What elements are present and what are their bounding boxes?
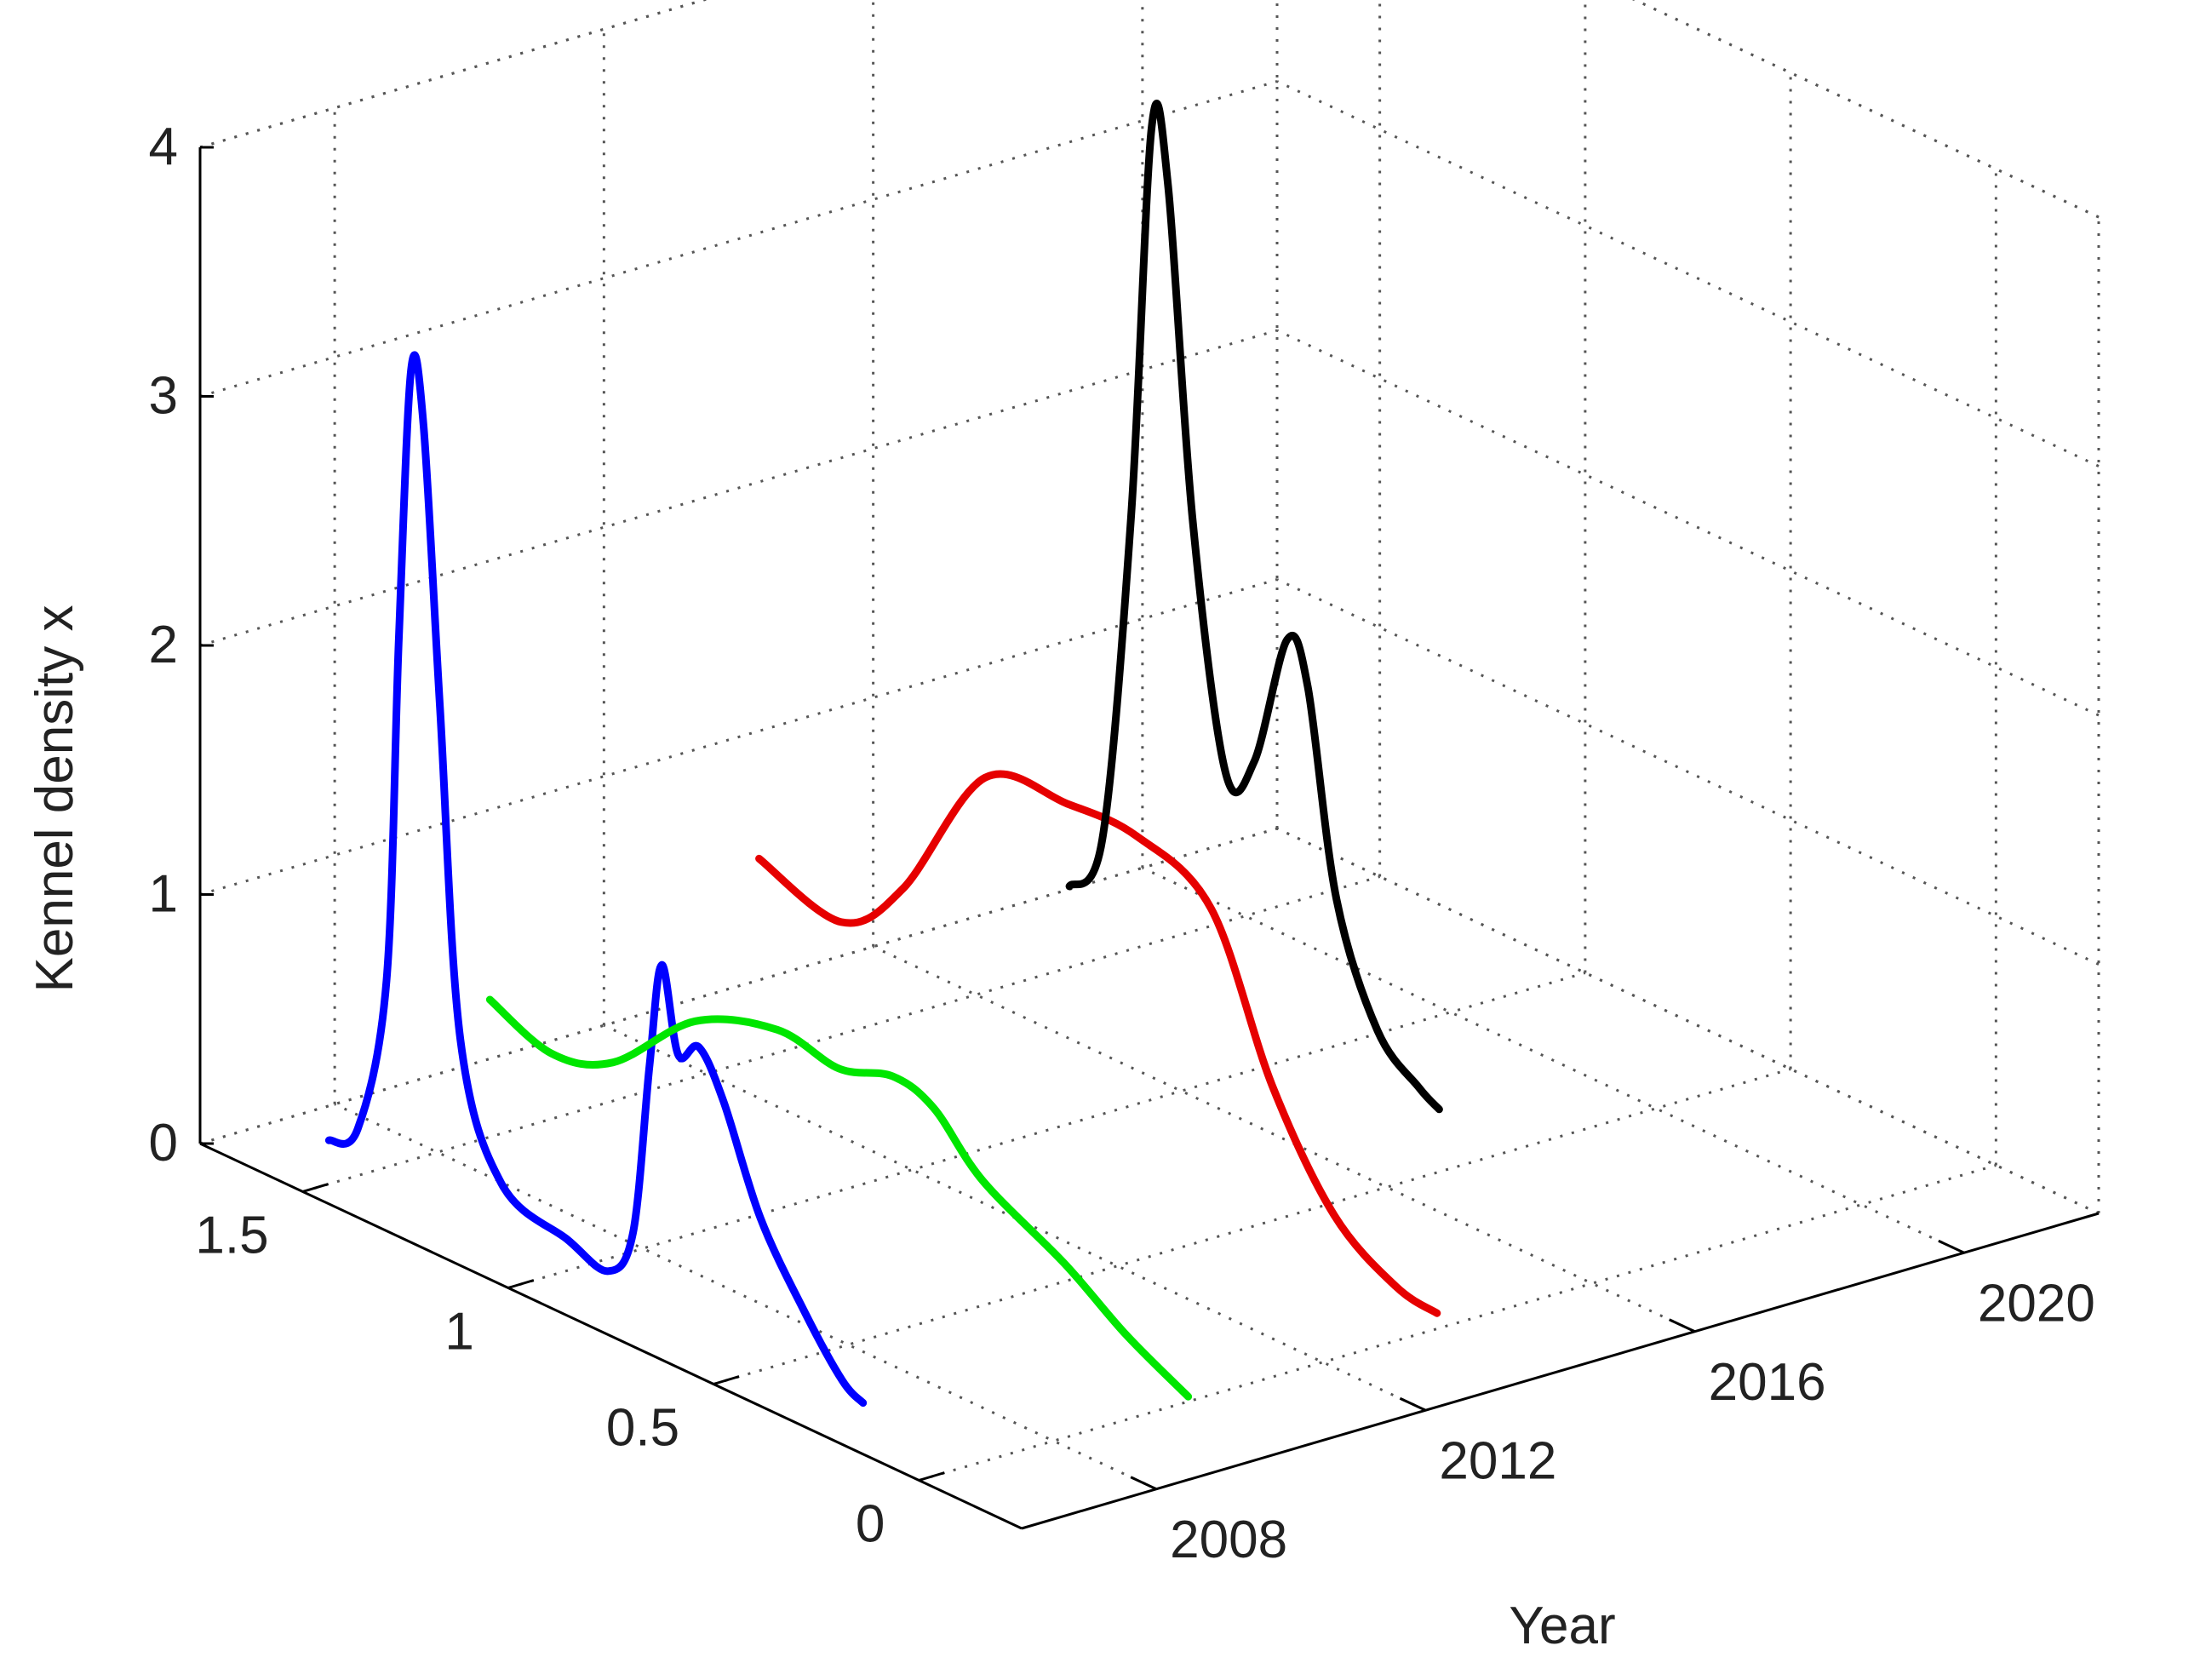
year-tick-label: 2008 (1170, 1511, 1287, 1569)
box-edge (199, 0, 708, 149)
x-tick-label: 1 (444, 1303, 473, 1362)
year-tick-label: 2020 (1978, 1274, 2095, 1333)
grid-line-sidewall-z (1276, 80, 2100, 467)
density-curve-2014 (755, 770, 1441, 1317)
year-tick (1938, 1239, 1965, 1254)
x-tick (507, 1279, 535, 1289)
x-tick-label: 1.5 (195, 1207, 268, 1265)
x-tick-label: 0.5 (606, 1399, 679, 1458)
grid-line-floor-x (302, 875, 1381, 1193)
year-tick-label: 2012 (1439, 1431, 1556, 1490)
grid-line-floor-year (872, 945, 1696, 1333)
label-layer: Kennel density x Year (26, 605, 1616, 1655)
z-tick-label: 4 (149, 118, 178, 176)
x-tick (302, 1183, 329, 1193)
z-axis-label: Kennel density x (26, 605, 84, 993)
year-axis-line (1021, 1212, 2100, 1530)
z-tick-label: 3 (149, 367, 178, 426)
year-tick (1399, 1396, 1427, 1412)
box-edge (199, 827, 1278, 1145)
box-edge (1276, 827, 2100, 1215)
z-tick-label: 1 (149, 865, 178, 924)
year-axis-label: Year (1509, 1597, 1615, 1655)
grid-line-backwall-z (199, 80, 1278, 398)
z-tick-label: 0 (149, 1114, 178, 1173)
grid-layer (199, 0, 2100, 1491)
grid-line-backwall-z (199, 578, 1278, 896)
box-edge (1632, 0, 2100, 219)
grid-line-sidewall-z (1276, 578, 2100, 966)
year-tick-label: 2016 (1709, 1353, 1826, 1412)
axes-layer: 0 1 2 3 4 0 0.5 1 1.5 2008 2012 2016 2020 (149, 118, 2100, 1569)
x-tick (713, 1375, 740, 1385)
grid-line-floor-x (713, 1068, 1791, 1385)
grid-line-floor-x (918, 1164, 1997, 1482)
z-tick-label: 2 (149, 616, 178, 674)
x-tick (918, 1471, 945, 1482)
grid-line-backwall-z (199, 0, 708, 149)
x-axis-line (199, 1142, 1023, 1530)
density-curve-2010 (485, 995, 1193, 1401)
year-tick (1668, 1318, 1696, 1333)
grid-line-backwall-z (199, 329, 1278, 647)
grid-line-floor-x (507, 972, 1586, 1289)
series-layer (324, 100, 1443, 1408)
grid-line-floor-year (1142, 866, 1965, 1254)
grid-line-sidewall-z (1632, 0, 2100, 219)
density-curve-2018 (1065, 100, 1443, 1114)
x-tick-label: 0 (856, 1495, 885, 1554)
grid-line-sidewall-z (1276, 329, 2100, 717)
grid-line-floor-year (334, 1103, 1157, 1491)
year-tick (1130, 1476, 1157, 1491)
density-curve-2007 (324, 351, 868, 1408)
